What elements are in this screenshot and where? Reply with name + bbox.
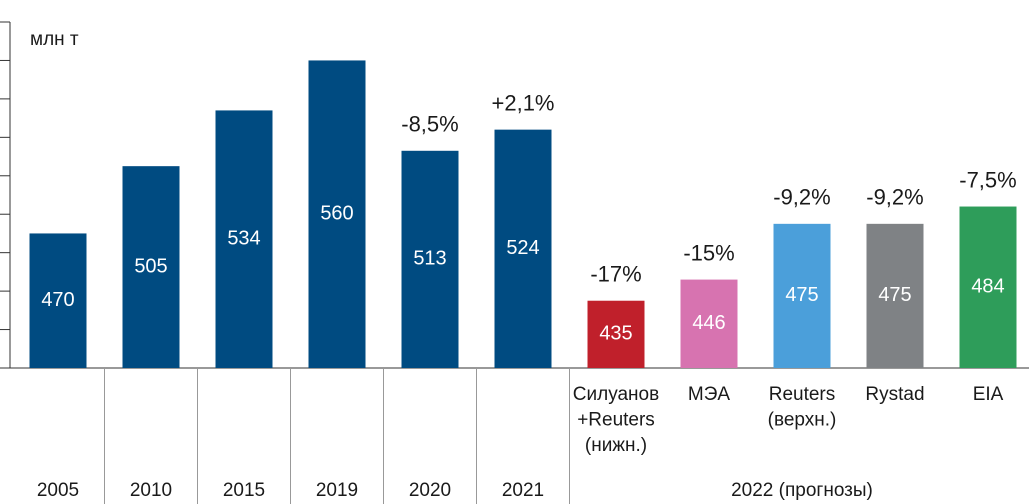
bar <box>773 223 831 368</box>
x-tick-label: 2019 <box>316 480 358 501</box>
change-label: -7,5% <box>959 167 1016 192</box>
x-tick-label-line: (нижн.) <box>585 435 647 456</box>
value-label: 435 <box>599 323 632 345</box>
x-tick-label: 2021 <box>502 480 544 501</box>
x-tick-label-line: Силуанов <box>573 384 659 405</box>
x-tick-label: 2005 <box>37 480 79 501</box>
x-tick-label-line: Rystad <box>865 384 924 405</box>
x-tick-label: МЭА <box>688 384 730 405</box>
x-tick-label: Reuters (верхн.) <box>768 384 837 431</box>
value-label: 446 <box>692 312 725 334</box>
change-label: -17% <box>590 262 641 287</box>
bar <box>494 129 552 368</box>
value-label: 475 <box>878 284 911 306</box>
value-label: 484 <box>971 276 1004 298</box>
group-label: 2022 (прогнозы) <box>731 480 873 501</box>
x-tick-label-line: МЭА <box>688 384 730 405</box>
value-label: 475 <box>785 284 818 306</box>
bar <box>866 223 924 368</box>
change-label: -9,2% <box>773 185 830 210</box>
change-label: +2,1% <box>492 90 555 115</box>
bar <box>308 60 366 368</box>
x-tick-label: EIA <box>973 384 1004 405</box>
x-tick-label-line: (верхн.) <box>768 410 837 431</box>
change-label: -15% <box>683 240 734 265</box>
value-label: 470 <box>41 289 74 311</box>
x-tick-label: 2020 <box>409 480 451 501</box>
bar <box>680 279 738 368</box>
value-label: 505 <box>134 255 167 277</box>
unit-label: млн т <box>30 29 79 50</box>
x-tick-label: 2010 <box>130 480 172 501</box>
x-tick-label: Rystad <box>865 384 924 405</box>
bar <box>29 233 87 368</box>
x-tick-label-line: EIA <box>973 384 1004 405</box>
x-tick-label-line: +Reuters <box>577 410 655 431</box>
bar <box>215 110 273 368</box>
x-tick-label-line: Reuters <box>769 384 836 405</box>
bar <box>587 300 645 368</box>
value-label: 513 <box>413 248 446 270</box>
x-tick-label: 2015 <box>223 480 265 501</box>
bar <box>122 166 180 368</box>
change-label: -9,2% <box>866 185 923 210</box>
value-label: 560 <box>320 203 353 225</box>
bar <box>959 206 1017 368</box>
change-label: -8,5% <box>401 112 458 137</box>
bar <box>401 150 459 368</box>
x-tick-label: Силуанов +Reuters (нижн.) <box>573 384 659 456</box>
value-label: 534 <box>227 227 260 249</box>
value-label: 524 <box>506 237 539 259</box>
